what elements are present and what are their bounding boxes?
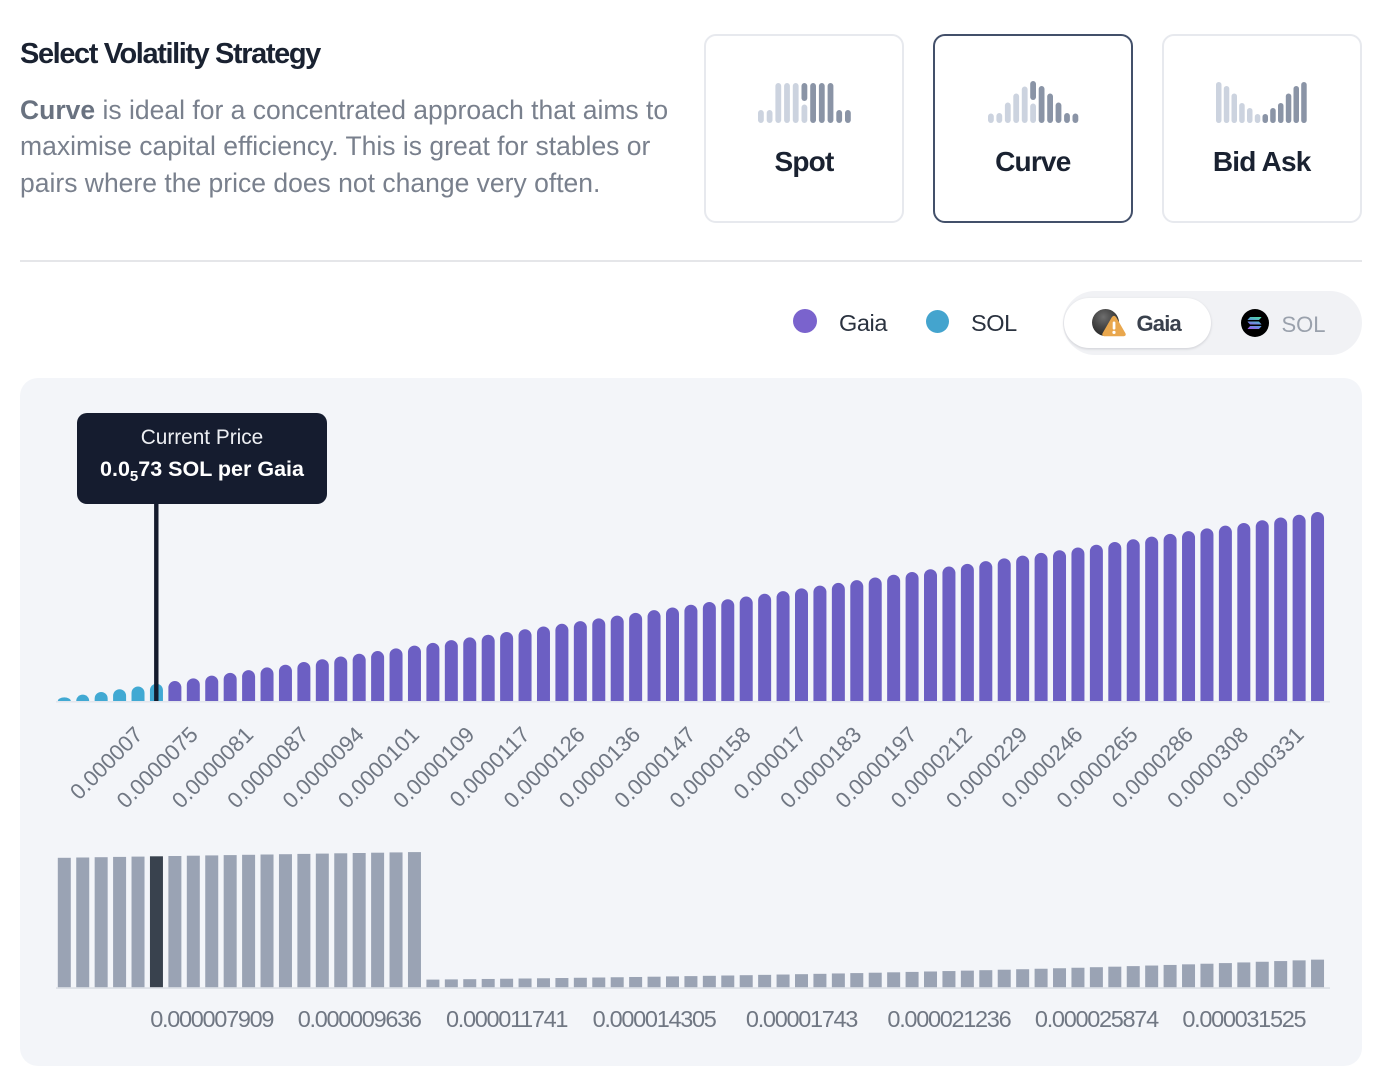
svg-text:0.000025874: 0.000025874 [1035, 1006, 1159, 1032]
svg-text:0.000011741: 0.000011741 [446, 1006, 567, 1032]
svg-text:0.000009636: 0.000009636 [298, 1006, 422, 1032]
svg-text:0.00001743: 0.00001743 [746, 1006, 858, 1032]
svg-text:0.000031525: 0.000031525 [1182, 1006, 1306, 1032]
svg-text:0.000014305: 0.000014305 [593, 1006, 717, 1032]
svg-text:0.000021236: 0.000021236 [887, 1006, 1011, 1032]
svg-text:0.000007909: 0.000007909 [150, 1006, 273, 1032]
